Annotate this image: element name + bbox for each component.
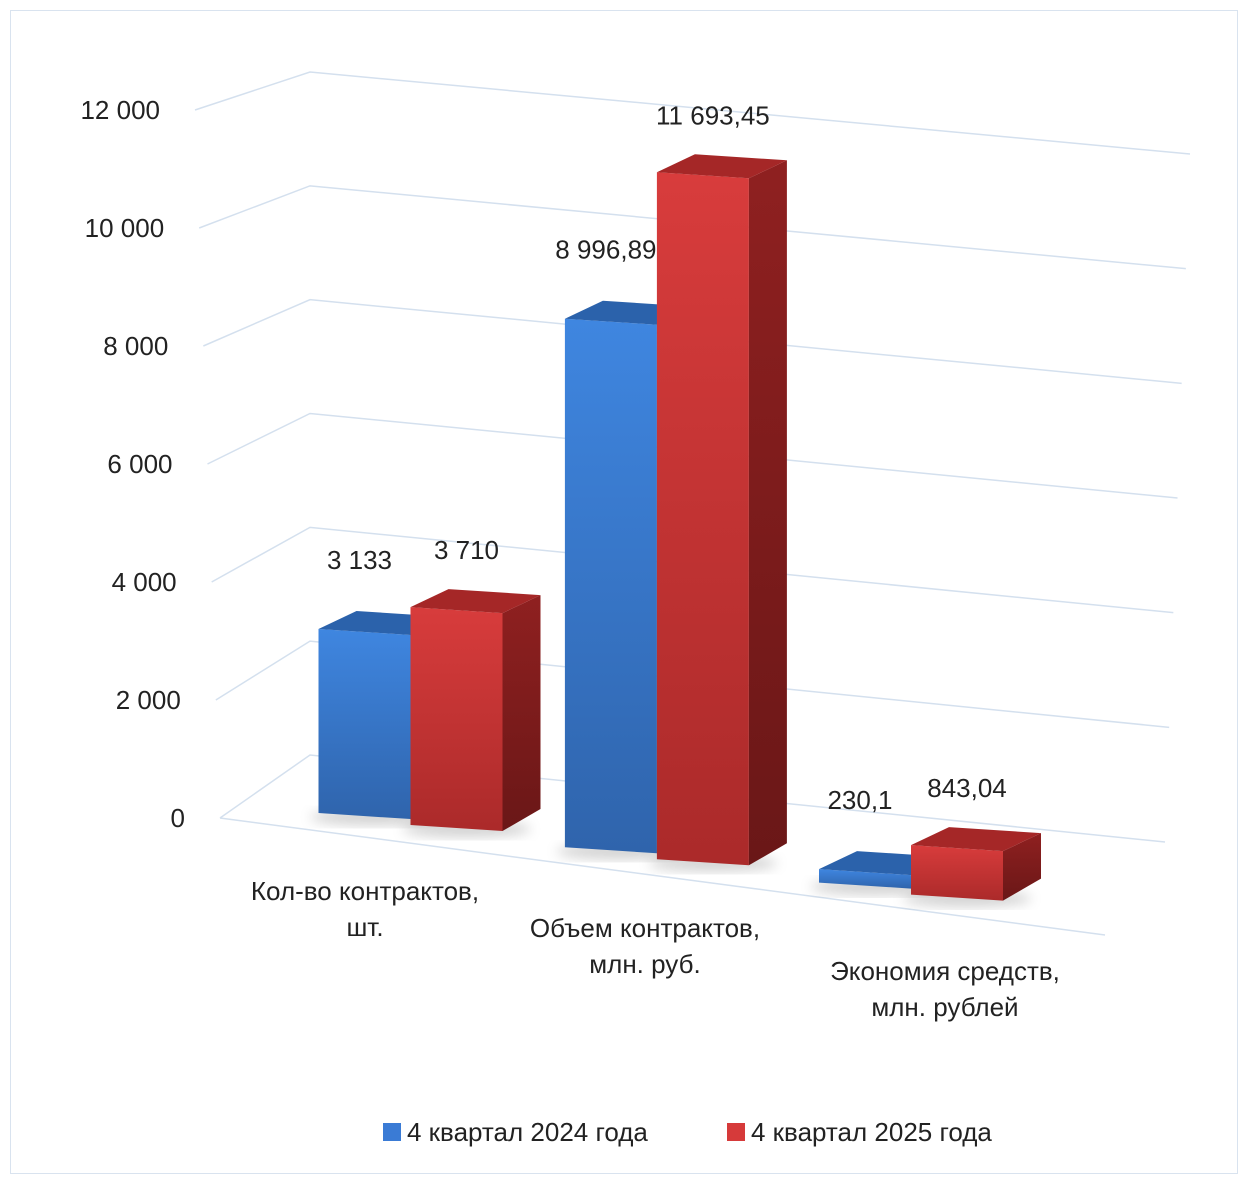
gridline [211, 526, 1174, 614]
category-label: Экономия средств, млн. рублей [830, 956, 1060, 1022]
data-label: 8 996,89 [555, 235, 656, 265]
bar-side [748, 160, 787, 866]
bar-front [410, 607, 503, 832]
bar-top [911, 827, 1041, 852]
bar-front [318, 628, 411, 820]
y-tick-label: 2 000 [116, 685, 181, 715]
bar-front [656, 172, 749, 866]
category-label: Кол-во контрактов, шт. [251, 876, 479, 942]
legend-swatch [383, 1123, 401, 1141]
gridline [215, 640, 1170, 729]
gridline [194, 71, 1191, 155]
legend: 4 квартал 2024 года 4 квартал 2025 года [383, 1117, 992, 1147]
bar-top [410, 589, 541, 614]
floor-front-edge [219, 817, 1106, 936]
y-tick-label: 12 000 [80, 95, 160, 125]
legend-label: 4 квартал 2024 года [407, 1117, 648, 1147]
bar-side [502, 595, 541, 832]
data-label: 843,04 [927, 773, 1007, 803]
legend-swatch [727, 1123, 745, 1141]
category-label: Объем контрактов, млн. руб. [530, 913, 760, 979]
category-label-line: Объем контрактов, [530, 913, 760, 943]
bar-front [911, 845, 1003, 901]
y-axis: 0 2 000 4 000 6 000 8 000 10 000 12 000 [80, 95, 185, 833]
y-tick-label: 10 000 [85, 213, 165, 243]
data-label: 230,1 [827, 785, 892, 815]
data-labels: 3 133 8 996,89 230,1 3 710 11 693,45 843,04 [327, 100, 1007, 815]
data-label: 3 133 [327, 545, 392, 575]
gridline [207, 412, 1178, 499]
category-label-line: Экономия средств, [830, 956, 1060, 986]
y-tick-label: 6 000 [107, 449, 172, 479]
data-label: 3 710 [434, 535, 499, 565]
bar-top [656, 154, 787, 179]
category-label-line: млн. рублей [871, 992, 1018, 1022]
gridline [198, 185, 1186, 270]
y-tick-label: 0 [171, 803, 185, 833]
y-tick-label: 4 000 [112, 567, 177, 597]
bar-front [819, 869, 911, 889]
bar-side [1003, 833, 1041, 901]
legend-label: 4 квартал 2025 года [751, 1117, 992, 1147]
gridlines [194, 71, 1191, 936]
category-label-line: шт. [346, 912, 383, 942]
category-label-line: Кол-во контрактов, [251, 876, 479, 906]
data-label: 11 693,45 [656, 100, 770, 130]
category-labels: Кол-во контрактов, шт. Объем контрактов, мл… [251, 876, 1060, 1022]
gridline [203, 298, 1182, 385]
bar-front [564, 318, 657, 854]
category-label-line: млн. руб. [589, 949, 700, 979]
bars [310, 154, 1041, 907]
y-tick-label: 8 000 [103, 331, 168, 361]
gridline [219, 754, 1166, 843]
